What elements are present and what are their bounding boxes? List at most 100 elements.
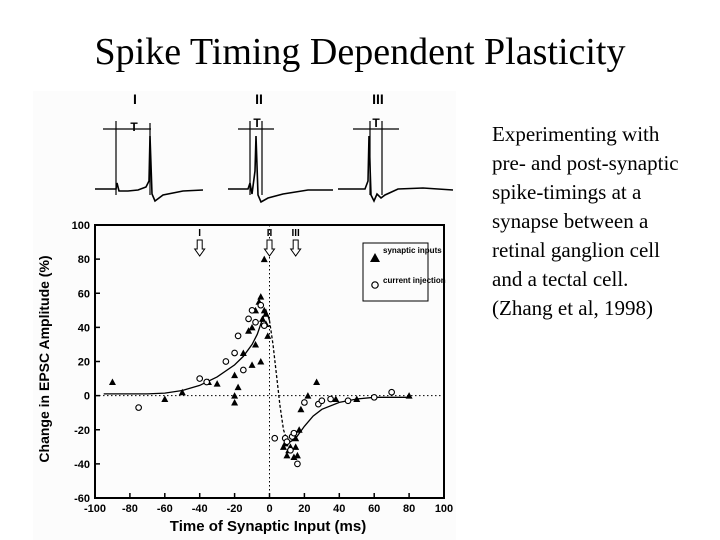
data-point-synaptic-input <box>353 395 361 403</box>
y-tick-label: 40 <box>78 322 90 334</box>
trace-t-label-i: T <box>130 120 138 134</box>
legend-entry-synaptic: synaptic inputs <box>383 246 442 255</box>
caption-line: spike-timings at a <box>492 180 642 204</box>
data-point-current-injection <box>257 301 265 309</box>
trace-label-iii: III <box>372 91 384 107</box>
data-point-current-injection <box>239 366 247 374</box>
caption-line: (Zhang et al, 1998) <box>492 296 653 320</box>
caption-line: retinal ganglion cell <box>492 238 660 262</box>
data-point-synaptic-input <box>231 371 239 379</box>
input-marker-label: III <box>292 228 301 239</box>
data-point-current-injection <box>370 393 378 401</box>
x-axis-label: Time of Synaptic Input (ms) <box>170 518 366 535</box>
data-point-synaptic-input <box>213 380 221 387</box>
y-axis-label: Change in EPSC Amplitude (%) <box>36 255 52 462</box>
data-point-synaptic-input <box>264 332 272 339</box>
data-point-current-injection <box>222 358 230 365</box>
data-point-synaptic-input <box>248 323 256 331</box>
y-tick-label: -20 <box>74 425 90 437</box>
x-tick-label: 100 <box>435 503 453 515</box>
y-tick-label: 100 <box>72 220 90 232</box>
trace-t-label-iii: T <box>372 116 380 130</box>
data-point-synaptic-input <box>295 426 303 433</box>
data-point-synaptic-input <box>262 310 270 317</box>
data-point-current-injection <box>318 397 326 405</box>
y-tick-label: 0 <box>84 391 90 403</box>
data-point-synaptic-input <box>283 451 291 459</box>
trace-ii <box>228 121 333 204</box>
x-tick-label: -100 <box>84 503 106 515</box>
x-tick-label: -20 <box>227 503 243 515</box>
data-point-synaptic-input <box>245 327 253 334</box>
data-point-synaptic-input <box>290 453 298 461</box>
caption-line: and a tectal cell. <box>492 267 629 291</box>
data-point-synaptic-input <box>405 392 413 399</box>
x-tick-label: 80 <box>403 503 415 515</box>
stdp-figure: I II III T T T synaptic inputs current i… <box>36 91 454 535</box>
legend-box <box>362 242 429 302</box>
data-point-current-injection <box>388 388 396 396</box>
data-point-synaptic-input <box>178 388 186 396</box>
data-point-synaptic-input <box>292 443 300 450</box>
data-point-current-injection <box>294 460 301 468</box>
data-point-synaptic-input <box>257 293 265 300</box>
data-point-current-injection <box>283 438 291 446</box>
data-point-current-injection <box>234 332 242 340</box>
trace-t-label-ii: T <box>253 116 261 130</box>
data-point-synaptic-input <box>252 340 260 348</box>
data-point-current-injection <box>135 404 142 411</box>
data-point-current-injection <box>301 399 308 406</box>
data-point-synaptic-input <box>257 358 265 365</box>
data-point-current-injection <box>290 429 298 437</box>
x-tick-label: -40 <box>192 503 208 515</box>
legend-triangle-icon <box>370 253 380 262</box>
curve-layer <box>103 308 410 443</box>
data-point-synaptic-input <box>234 383 242 391</box>
data-point-synaptic-input <box>239 349 247 356</box>
data-point-current-injection <box>196 375 204 382</box>
data-point-synaptic-input <box>231 392 239 399</box>
trace-label-ii: II <box>255 91 263 107</box>
down-arrow-icon <box>263 239 276 257</box>
data-point-synaptic-input <box>260 255 268 263</box>
data-point-synaptic-input <box>297 405 305 413</box>
legend-circle-icon <box>371 281 379 289</box>
data-point-synaptic-input <box>304 392 312 399</box>
input-marker-label: II <box>267 228 273 239</box>
y-tick-label: 20 <box>78 357 90 369</box>
down-arrow-icon <box>193 239 206 257</box>
data-point-synaptic-input <box>313 378 321 385</box>
data-point-synaptic-input <box>292 434 300 442</box>
trace-iii <box>338 121 454 203</box>
trace-label-i: I <box>133 91 137 107</box>
x-tick-label: 40 <box>333 503 345 515</box>
y-tick-label: 60 <box>78 288 90 300</box>
caption-line: pre- and post-synaptic <box>492 151 679 175</box>
fit-curve-transition <box>268 320 288 441</box>
data-point-synaptic-input <box>108 378 116 385</box>
y-tick-label: -40 <box>74 459 90 471</box>
x-tick-label: 60 <box>368 503 380 515</box>
caption-line: synapse between a <box>492 209 649 233</box>
ticks-layer: -100 -80 -60 -40 -20 0 20 40 60 80 100 -60 -40 -20 0 20… <box>72 220 454 515</box>
data-point-current-injection <box>245 315 252 323</box>
trace-i <box>95 121 204 203</box>
data-point-current-injection <box>271 434 279 442</box>
x-tick-label: 0 <box>266 503 272 515</box>
data-point-current-injection <box>252 318 259 326</box>
input-marker-label: I <box>198 228 201 239</box>
x-tick-label: -60 <box>157 503 173 515</box>
data-point-synaptic-input <box>293 451 301 459</box>
x-tick-label: 20 <box>298 503 310 515</box>
data-point-synaptic-input <box>332 395 340 403</box>
data-point-current-injection <box>327 395 334 403</box>
data-point-current-injection <box>287 446 294 454</box>
data-point-synaptic-input <box>161 395 169 403</box>
points-layer <box>108 255 413 468</box>
y-tick-label: -60 <box>74 493 90 505</box>
data-point-synaptic-input <box>259 315 267 322</box>
guides-layer: I II III <box>95 225 444 498</box>
data-point-current-injection <box>344 397 352 405</box>
spike-traces <box>95 121 454 204</box>
data-point-current-injection <box>231 349 238 357</box>
